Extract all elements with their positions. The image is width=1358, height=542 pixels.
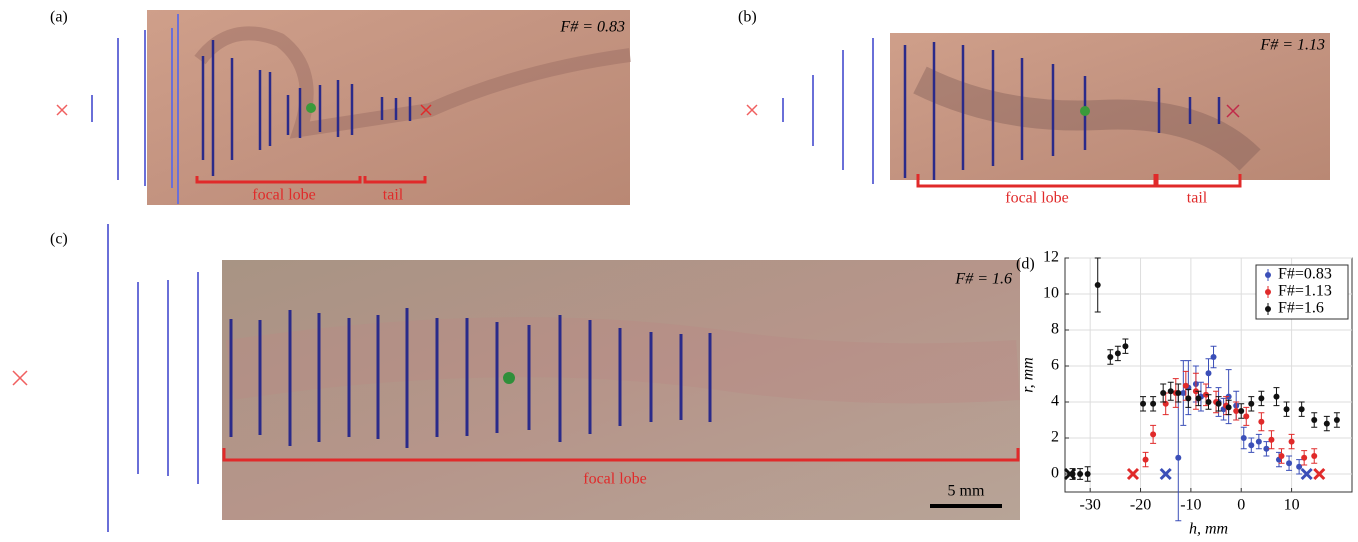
f-number: F# = 1.13 bbox=[1259, 37, 1325, 54]
legend-label: F#=0.83 bbox=[1278, 266, 1332, 283]
y-tick-label: 6 bbox=[1051, 357, 1059, 374]
data-point bbox=[1107, 354, 1113, 360]
data-point bbox=[1140, 401, 1146, 407]
data-point bbox=[1143, 457, 1149, 463]
x-tick-label: 0 bbox=[1237, 497, 1245, 514]
y-tick-label: 0 bbox=[1051, 465, 1059, 482]
panel-label: (d) bbox=[1016, 256, 1035, 273]
data-point bbox=[1238, 408, 1244, 414]
data-point bbox=[1211, 354, 1217, 360]
y-tick-label: 4 bbox=[1051, 393, 1059, 410]
marker-dot bbox=[1080, 106, 1090, 116]
scale-label: 5 mm bbox=[948, 483, 985, 500]
annotation: focal lobe bbox=[583, 471, 647, 488]
y-tick-label: 10 bbox=[1043, 285, 1059, 302]
data-point bbox=[1258, 395, 1264, 401]
panel-label: (b) bbox=[738, 9, 757, 26]
annotation: focal lobe bbox=[252, 187, 316, 204]
x-tick-label: 10 bbox=[1284, 497, 1300, 514]
data-point bbox=[1077, 471, 1083, 477]
data-point bbox=[1150, 401, 1156, 407]
y-tick-label: 12 bbox=[1043, 249, 1059, 266]
data-point bbox=[1175, 455, 1181, 461]
data-point bbox=[1299, 406, 1305, 412]
cross-mark bbox=[747, 105, 757, 115]
data-point bbox=[1258, 419, 1264, 425]
data-point bbox=[1175, 390, 1181, 396]
data-point bbox=[1150, 431, 1156, 437]
panel-label: (c) bbox=[50, 231, 68, 248]
data-point bbox=[1268, 437, 1274, 443]
data-point bbox=[1206, 399, 1212, 405]
data-point bbox=[1185, 395, 1191, 401]
data-point bbox=[1095, 282, 1101, 288]
data-point bbox=[1085, 471, 1091, 477]
figure: (a) F# = 0.83 focal lobe tail (b) F# = 1… bbox=[0, 0, 1358, 542]
data-point bbox=[1248, 442, 1254, 448]
x-tick-label: -30 bbox=[1080, 497, 1101, 514]
data-point bbox=[1160, 390, 1166, 396]
data-point bbox=[1301, 455, 1307, 461]
data-point bbox=[1168, 388, 1174, 394]
data-point bbox=[1284, 406, 1290, 412]
data-point bbox=[1183, 383, 1189, 389]
data-point bbox=[1273, 394, 1279, 400]
data-point bbox=[1226, 404, 1232, 410]
cross-mark bbox=[57, 105, 67, 115]
f-number: F# = 1.6 bbox=[954, 271, 1012, 288]
data-point bbox=[1311, 453, 1317, 459]
marker-dot bbox=[503, 372, 515, 384]
panel-label: (a) bbox=[50, 9, 68, 26]
data-point bbox=[1286, 460, 1292, 466]
legend-label: F#=1.6 bbox=[1278, 300, 1324, 317]
data-point bbox=[1324, 421, 1330, 427]
data-point bbox=[1248, 401, 1254, 407]
f-number: F# = 0.83 bbox=[559, 19, 625, 36]
data-point bbox=[1334, 417, 1340, 423]
y-tick-label: 8 bbox=[1051, 321, 1059, 338]
data-point bbox=[1279, 453, 1285, 459]
y-tick-label: 2 bbox=[1051, 429, 1059, 446]
x-tick-label: -10 bbox=[1180, 497, 1201, 514]
x-tick-label: -20 bbox=[1130, 497, 1151, 514]
data-point bbox=[1241, 435, 1247, 441]
legend-label: F#=1.13 bbox=[1278, 283, 1332, 300]
annotation: tail bbox=[1187, 190, 1208, 207]
y-axis-label: r, mm bbox=[1020, 357, 1037, 393]
data-point bbox=[1195, 395, 1201, 401]
marker-dot bbox=[306, 103, 316, 113]
data-point bbox=[1122, 343, 1128, 349]
annotation: focal lobe bbox=[1005, 190, 1069, 207]
data-point bbox=[1115, 350, 1121, 356]
data-point bbox=[1289, 439, 1295, 445]
data-point bbox=[1311, 417, 1317, 423]
cross-mark bbox=[13, 371, 27, 385]
x-axis-label: h, mm bbox=[1189, 521, 1228, 538]
data-point bbox=[1216, 401, 1222, 407]
legend-marker bbox=[1265, 272, 1271, 278]
legend-marker bbox=[1265, 306, 1271, 312]
legend-marker bbox=[1265, 289, 1271, 295]
data-point bbox=[1256, 439, 1262, 445]
annotation: tail bbox=[383, 187, 404, 204]
data-point bbox=[1206, 370, 1212, 376]
